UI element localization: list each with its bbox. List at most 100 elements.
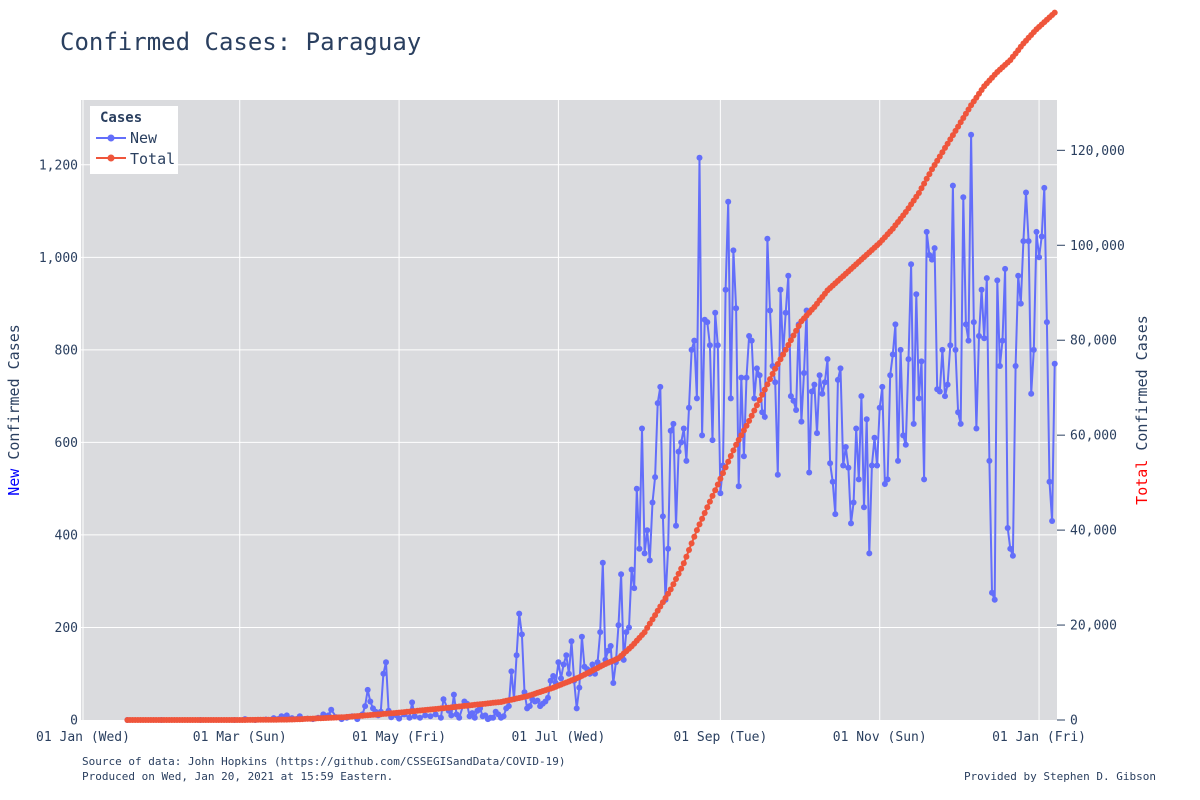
point-new bbox=[422, 712, 429, 719]
point-total bbox=[926, 171, 933, 178]
point-new bbox=[915, 395, 922, 402]
point-new bbox=[448, 712, 455, 719]
point-new bbox=[735, 483, 742, 490]
point-new bbox=[628, 566, 635, 573]
point-new bbox=[983, 275, 990, 282]
point-new bbox=[976, 333, 982, 339]
point-new bbox=[926, 252, 933, 258]
point-new bbox=[367, 698, 374, 705]
y2-tick-label: 40,000 bbox=[1070, 524, 1117, 539]
point-total bbox=[696, 521, 703, 528]
point-total bbox=[673, 576, 679, 582]
point-new bbox=[772, 379, 779, 386]
point-total bbox=[667, 586, 674, 593]
point-new bbox=[1043, 319, 1050, 326]
y-axis-left: 0 200 400 600 800 1,000 1,200 bbox=[39, 158, 78, 728]
point-new bbox=[568, 638, 575, 645]
point-new bbox=[918, 358, 925, 365]
point-new bbox=[678, 439, 685, 446]
legend-item-total[interactable]: Total bbox=[96, 150, 175, 168]
point-new bbox=[654, 400, 661, 407]
point-total bbox=[947, 136, 954, 143]
point-new bbox=[560, 661, 567, 668]
plot-area bbox=[81, 100, 1057, 720]
point-new bbox=[417, 714, 423, 721]
point-new bbox=[573, 705, 580, 712]
x-tick-label: 01 May (Fri) bbox=[352, 730, 446, 745]
y-tick-label: 800 bbox=[55, 343, 78, 358]
point-new bbox=[636, 545, 643, 552]
point-total bbox=[706, 498, 713, 505]
point-new bbox=[730, 247, 737, 254]
point-new bbox=[670, 420, 677, 427]
legend-label-total: Total bbox=[130, 150, 175, 168]
y2-tick-label: 0 bbox=[1070, 714, 1078, 729]
y-tick-label: 0 bbox=[70, 714, 78, 729]
y2-tick-label: 20,000 bbox=[1070, 619, 1117, 634]
x-axis: 01 Jan (Wed) 01 Mar (Sun) 01 May (Fri) 01 J… bbox=[36, 730, 1086, 745]
point-total bbox=[921, 180, 928, 187]
point-new bbox=[733, 305, 740, 312]
point-new bbox=[659, 513, 666, 520]
point-new bbox=[526, 703, 533, 710]
point-new bbox=[717, 490, 724, 497]
point-new bbox=[897, 346, 904, 353]
point-new bbox=[905, 356, 912, 363]
point-new bbox=[618, 571, 625, 578]
point-new bbox=[767, 307, 773, 314]
point-new bbox=[900, 432, 907, 439]
point-new bbox=[782, 309, 789, 316]
y-tick-label: 400 bbox=[55, 528, 78, 543]
point-new bbox=[871, 434, 878, 441]
legend-box bbox=[90, 106, 178, 174]
point-new bbox=[845, 464, 852, 471]
point-new bbox=[855, 476, 862, 483]
grid bbox=[81, 100, 1057, 720]
y-axis-title-rest: Confirmed Cases bbox=[5, 324, 23, 469]
point-new bbox=[868, 462, 875, 469]
point-new bbox=[714, 342, 721, 349]
point-new bbox=[748, 337, 755, 344]
point-total bbox=[795, 323, 802, 329]
point-new bbox=[801, 370, 807, 376]
point-new bbox=[858, 393, 865, 400]
point-total bbox=[688, 540, 695, 547]
point-new bbox=[725, 198, 732, 205]
point-total bbox=[693, 527, 700, 534]
x-tick-label: 01 Jul (Wed) bbox=[511, 730, 605, 745]
point-new bbox=[1028, 390, 1035, 397]
point-new bbox=[947, 342, 954, 349]
point-new bbox=[722, 286, 729, 293]
point-new bbox=[563, 652, 570, 659]
point-total bbox=[934, 157, 941, 164]
point-new bbox=[908, 261, 915, 268]
point-new bbox=[1030, 346, 1037, 353]
point-new bbox=[861, 504, 867, 511]
legend-item-new[interactable]: New bbox=[96, 129, 158, 147]
series-total bbox=[124, 9, 1058, 723]
point-new bbox=[631, 585, 638, 592]
point-new bbox=[610, 680, 617, 686]
point-total bbox=[756, 397, 763, 403]
point-new bbox=[673, 522, 679, 529]
x-tick-label: 01 Mar (Sun) bbox=[193, 730, 287, 745]
point-new bbox=[427, 713, 434, 720]
point-new bbox=[589, 661, 596, 668]
point-new bbox=[978, 286, 985, 293]
point-new bbox=[821, 379, 828, 386]
point-new bbox=[1002, 265, 1009, 272]
point-new bbox=[902, 441, 909, 448]
point-total bbox=[761, 386, 768, 393]
x-tick-label: 01 Sep (Tue) bbox=[673, 730, 767, 745]
point-total bbox=[759, 391, 766, 398]
point-total bbox=[918, 185, 925, 192]
point-new bbox=[513, 652, 520, 659]
point-new bbox=[827, 460, 834, 467]
point-total bbox=[793, 327, 800, 334]
legend-title: Cases bbox=[100, 110, 142, 126]
point-new bbox=[816, 372, 823, 379]
point-new bbox=[605, 647, 612, 654]
point-new bbox=[774, 471, 781, 478]
point-new bbox=[450, 691, 457, 698]
point-new bbox=[599, 559, 606, 566]
